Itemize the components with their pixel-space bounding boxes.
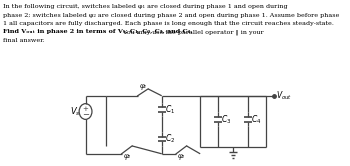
Text: 1 all capacitors are fully discharged. Each phase is long enough that the circui: 1 all capacitors are fully discharged. E… (3, 21, 334, 26)
Text: φ₂: φ₂ (178, 152, 185, 160)
Text: φ₂: φ₂ (123, 152, 131, 160)
Text: You may use the parallel operator ‖ in your: You may use the parallel operator ‖ in y… (121, 29, 263, 35)
Text: Find Vₒᵤₜ in phase 2 in terms of Vₛ, C₁, C₂, C₃, and C₄.: Find Vₒᵤₜ in phase 2 in terms of Vₛ, C₁,… (3, 29, 193, 34)
Text: $C_2$: $C_2$ (165, 133, 175, 145)
Text: $V_s$: $V_s$ (70, 105, 80, 118)
Text: final answer.: final answer. (3, 38, 44, 43)
Text: φ₁: φ₁ (140, 83, 147, 90)
Text: phase 2; switches labeled φ₂ are closed during phase 2 and open during phase 1. : phase 2; switches labeled φ₂ are closed … (3, 13, 339, 18)
Text: −: − (82, 111, 89, 120)
Text: In the following circuit, switches labeled φ₁ are closed during phase 1 and open: In the following circuit, switches label… (3, 4, 288, 9)
Text: $C_4$: $C_4$ (252, 113, 262, 126)
Text: $C_1$: $C_1$ (165, 103, 175, 116)
Text: +: + (83, 106, 89, 112)
Text: $V_{out}$: $V_{out}$ (276, 89, 293, 102)
Text: $C_3$: $C_3$ (221, 113, 231, 126)
